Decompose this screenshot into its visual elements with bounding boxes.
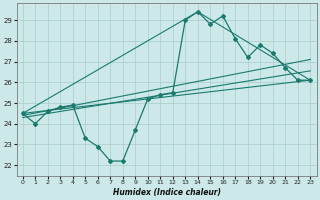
X-axis label: Humidex (Indice chaleur): Humidex (Indice chaleur)	[113, 188, 220, 197]
